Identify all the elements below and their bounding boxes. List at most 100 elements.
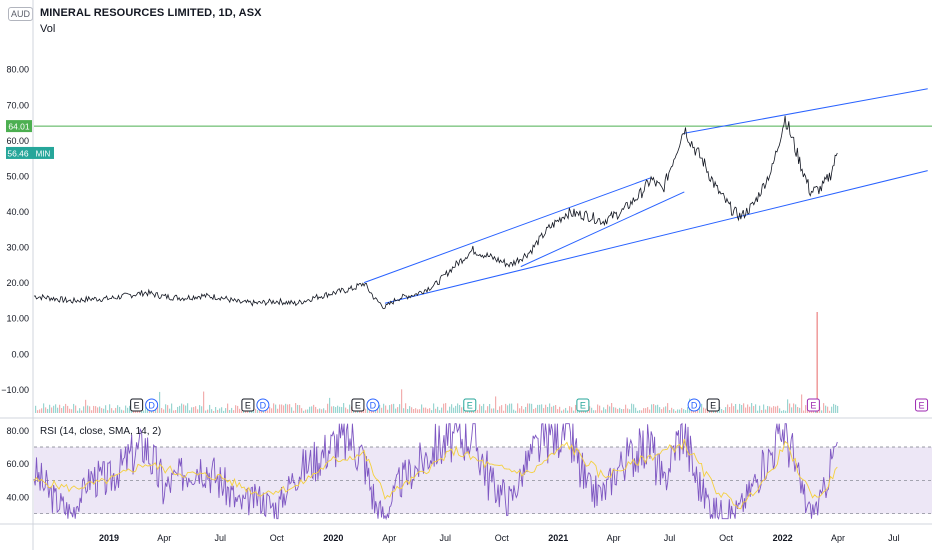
rsi-label[interactable]: RSI (14, close, SMA, 14, 2) xyxy=(40,426,161,437)
volume-bar xyxy=(183,404,185,413)
volume-bar xyxy=(209,404,211,413)
x-tick-label: 2020 xyxy=(323,533,343,543)
dividend-marker[interactable] xyxy=(687,398,701,412)
volume-bar xyxy=(529,403,531,413)
volume-bar xyxy=(323,408,325,413)
volume-bar xyxy=(479,404,481,413)
volume-bar xyxy=(175,410,177,413)
volume-bar xyxy=(679,409,681,413)
volume-bar xyxy=(739,403,741,413)
earnings-marker[interactable] xyxy=(915,398,929,412)
earnings-marker[interactable] xyxy=(241,398,255,412)
hline-value-badge xyxy=(6,120,32,133)
volume-bar xyxy=(273,403,275,413)
volume-bar xyxy=(197,409,199,413)
volume-bar xyxy=(537,404,539,413)
volume-bar xyxy=(655,405,657,413)
volume-bar xyxy=(743,403,745,413)
volume-bar xyxy=(103,408,105,413)
volume-bar xyxy=(623,409,625,413)
volume-bar xyxy=(727,404,729,413)
volume-bar xyxy=(99,406,101,413)
volume-bar xyxy=(113,410,115,413)
volume-bar xyxy=(505,403,507,413)
volume-bar xyxy=(735,404,737,413)
volume-bar xyxy=(487,406,489,413)
volume-bar xyxy=(515,410,517,413)
volume-bar xyxy=(503,410,505,413)
volume-bar xyxy=(609,406,611,413)
volume-bar xyxy=(65,403,67,413)
earnings-marker[interactable] xyxy=(351,398,365,412)
trendlines[interactable] xyxy=(34,88,932,304)
volume-bar xyxy=(121,409,123,413)
volume-bar xyxy=(805,405,807,413)
dividend-marker[interactable] xyxy=(256,398,270,412)
volume-bar xyxy=(331,406,333,413)
volume-bar xyxy=(347,409,349,413)
volume-bar xyxy=(241,410,243,413)
dividend-marker[interactable] xyxy=(366,398,380,412)
volume-bar xyxy=(161,407,163,413)
volume-bar xyxy=(657,404,659,413)
event-marker-label: D xyxy=(148,401,155,411)
x-tick-label: Oct xyxy=(495,533,510,543)
volume-bar xyxy=(445,403,447,413)
volume-bar xyxy=(83,406,85,413)
volume-bar xyxy=(35,405,37,413)
volume-bar xyxy=(341,407,343,413)
volume-bar xyxy=(653,404,655,413)
volume-bar xyxy=(595,410,597,413)
volume-bar xyxy=(185,405,187,413)
volume-bar xyxy=(233,410,235,413)
volume-bar xyxy=(155,409,157,413)
volume-bar xyxy=(271,408,273,413)
volume-bar xyxy=(127,407,129,413)
volume-bar xyxy=(615,407,617,413)
volume-bar xyxy=(439,410,441,413)
volume-bar xyxy=(383,403,385,413)
volume-bar xyxy=(397,407,399,413)
chart-title[interactable]: MINERAL RESOURCES LIMITED, 1D, ASX xyxy=(40,7,262,19)
volume-bar xyxy=(613,407,615,413)
volume-bar xyxy=(461,407,463,413)
x-tick-label: 2019 xyxy=(99,533,119,543)
volume-bar xyxy=(571,407,573,413)
earnings-marker[interactable] xyxy=(806,398,820,412)
volume-bar xyxy=(287,404,289,413)
earnings-marker[interactable] xyxy=(706,398,720,412)
volume-bar xyxy=(459,404,461,413)
event-marker-label: E xyxy=(245,401,251,411)
dividend-marker[interactable] xyxy=(145,398,159,412)
x-tick-label: 2022 xyxy=(773,533,793,543)
volume-bar xyxy=(75,405,77,413)
volume-bar xyxy=(305,409,307,413)
volume-bar xyxy=(295,403,297,413)
volume-bar xyxy=(647,407,649,413)
volume-bar xyxy=(803,410,805,413)
volume-bar xyxy=(767,405,769,413)
volume-bar xyxy=(677,409,679,413)
volume-bar xyxy=(701,403,703,413)
volume-bar xyxy=(419,409,421,413)
earnings-marker[interactable] xyxy=(463,398,477,412)
event-marker-label: E xyxy=(355,401,361,411)
volume-bar xyxy=(731,403,733,413)
volume-bar xyxy=(293,410,295,413)
earnings-marker[interactable] xyxy=(130,398,144,412)
volume-bar xyxy=(389,405,391,413)
volume-bar xyxy=(763,404,765,413)
x-tick-label: Jul xyxy=(439,533,451,543)
volume-bar xyxy=(319,408,321,413)
volume-legend[interactable]: Vol xyxy=(40,23,56,35)
earnings-marker[interactable] xyxy=(576,398,590,412)
volume-bar xyxy=(345,407,347,413)
volume-bar xyxy=(437,406,439,413)
volume-bar xyxy=(87,405,89,413)
volume-bar xyxy=(329,397,331,413)
volume-bar xyxy=(621,408,623,413)
volume-bar xyxy=(53,405,55,413)
volume-bar xyxy=(41,408,43,413)
